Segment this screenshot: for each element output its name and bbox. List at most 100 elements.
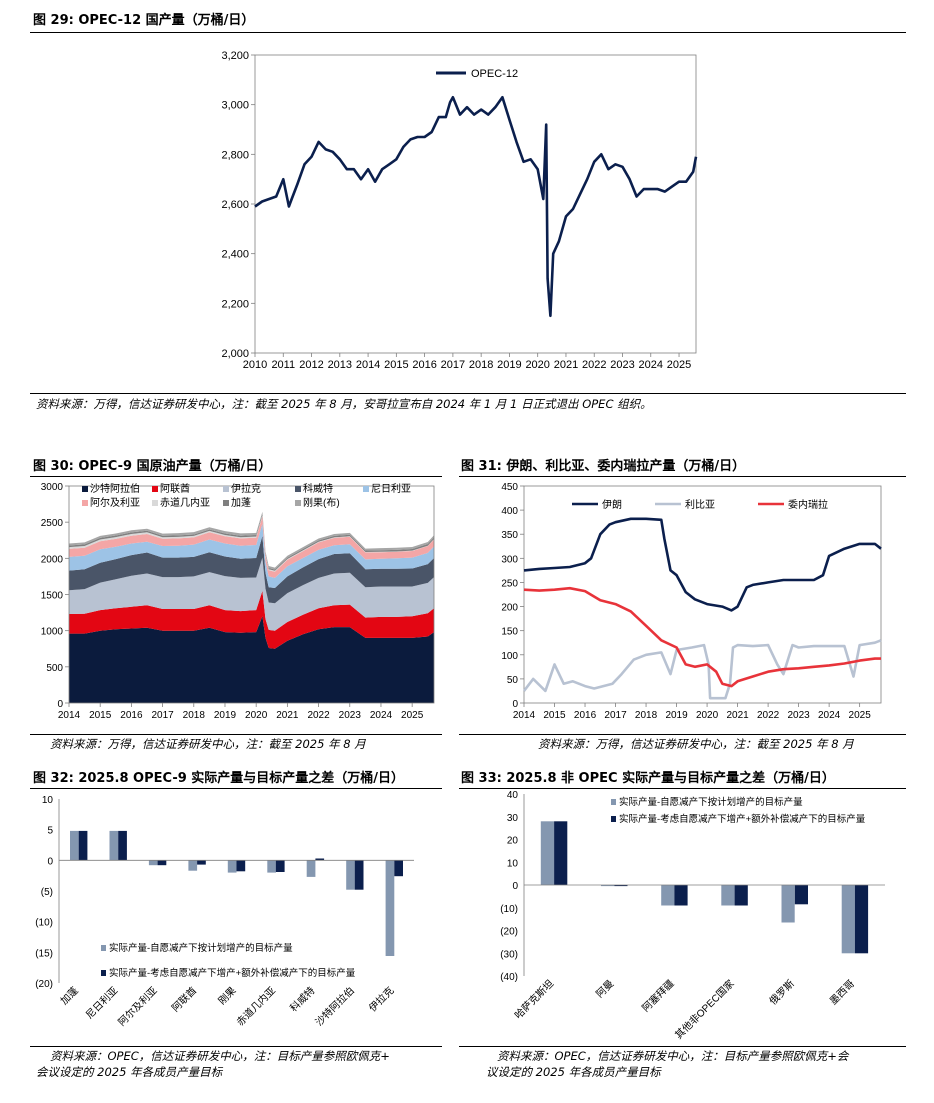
x-tick-label: 2020: [696, 710, 719, 721]
x-category-label: 沙特阿拉伯: [312, 984, 357, 1029]
bar-俄罗斯-series1: [781, 885, 795, 923]
bar-哈萨克斯坦-series2: [554, 821, 568, 885]
x-tick-label: 2012: [299, 359, 323, 371]
y-tick-label: (10): [500, 904, 518, 915]
bar-阿曼-series2: [614, 885, 628, 887]
y-tick-label: 250: [501, 578, 518, 589]
fig32-title-rule: [30, 788, 442, 789]
series-line-利比亚: [522, 639, 882, 700]
y-tick-label: 5: [47, 826, 53, 837]
legend-label: 实际产量-考虑自愿减产下增产+额外补偿减产下的目标产量: [109, 967, 356, 979]
fig33-chart: (40) (30) (20) (10) 0 10 20 30 40 哈萨克斯坦 阿曼 阿塞拜疆其他非O…: [500, 790, 885, 1042]
x-category-label: 科威特: [287, 984, 317, 1014]
bar-俄罗斯-series2: [794, 885, 808, 905]
y-tick-label: 20: [507, 836, 519, 847]
bar-阿尔及利亚-series1: [148, 860, 158, 866]
y-tick-label: 0: [512, 881, 518, 892]
y-tick-label: 2,800: [221, 149, 249, 161]
bar-阿塞拜疆-series1: [661, 885, 675, 906]
y-tick-label: 0: [512, 699, 518, 710]
x-category-label: 俄罗斯: [766, 977, 796, 1007]
area-series-科威特: [69, 535, 434, 604]
fig30-source-rule: [30, 734, 442, 735]
bar-其他非OPEC国家-series1: [721, 885, 735, 906]
x-tick-label: 2015: [89, 710, 112, 721]
x-tick-label: 2020: [245, 710, 268, 721]
fig33-source-line2: 议设定的 2025 年各成员产量目标: [486, 1065, 661, 1079]
legend-label-opec-12: OPEC-12: [471, 68, 518, 80]
y-tick-label: 3,000: [221, 100, 249, 112]
bar-尼日利亚-series2: [118, 830, 127, 861]
x-tick-label: 2021: [726, 710, 749, 721]
legend-swatch: [82, 500, 88, 506]
y-tick-label: 150: [501, 627, 518, 638]
bar-其他非OPEC国家-series2: [734, 885, 748, 906]
bar-墨西哥-series1: [841, 885, 855, 954]
x-category-label: 伊拉克: [366, 984, 396, 1014]
fig29-title: 图 29: OPEC-12 国产量（万桶/日）: [33, 13, 255, 28]
bar-科威特-series1: [306, 860, 316, 877]
legend-swatch: [152, 486, 158, 492]
bar-赤道几内亚-series2: [275, 860, 285, 872]
fig33-title-rule: [459, 788, 906, 789]
legend-swatch: [363, 486, 369, 492]
y-tick-label: 350: [501, 530, 518, 541]
x-tick-label: 2025: [849, 710, 872, 721]
x-tick-label: 2016: [412, 359, 436, 371]
plot-area-border: [523, 485, 882, 704]
y-tick-label: (15): [35, 948, 53, 959]
legend-label: 实际产量-考虑自愿减产下增产+额外补偿减产下的目标产量: [619, 813, 866, 825]
legend-swatch: [223, 486, 229, 492]
plot-area-border: [254, 54, 697, 354]
fig29-title-rule: [30, 32, 906, 33]
bar-沙特阿拉伯-series2: [354, 860, 364, 890]
fig32-source-rule: [30, 1046, 442, 1047]
y-tick-label: 450: [501, 482, 518, 493]
x-category-label: 其他非OPEC国家: [672, 977, 737, 1042]
y-tick-label: 3000: [41, 482, 64, 493]
x-category-label: 赤道几内亚: [234, 984, 279, 1029]
legend-label: 赤道几内亚: [160, 496, 210, 509]
legend-label: 尼日利亚: [371, 483, 411, 495]
y-tick-label: 300: [501, 554, 518, 565]
x-tick-label: 2014: [356, 359, 380, 371]
y-tick-label: 400: [501, 506, 518, 517]
y-tick-label: 1000: [41, 627, 64, 638]
x-tick-label: 2015: [384, 359, 408, 371]
bar-尼日利亚-series1: [109, 830, 119, 861]
x-tick-label: 2024: [370, 710, 393, 721]
fig33-title: 图 33: 2025.8 非 OPEC 实际产量与目标产量之差（万桶/日）: [461, 771, 835, 786]
y-tick-label: (10): [35, 918, 53, 929]
y-tick-label: 2500: [41, 518, 64, 529]
x-tick-label: 2014: [513, 710, 536, 721]
x-tick-label: 2021: [276, 710, 299, 721]
x-category-label: 尼日利亚: [84, 985, 121, 1022]
y-tick-label: (20): [35, 979, 53, 990]
y-tick-label: 2,000: [221, 348, 249, 360]
y-tick-label: 2,200: [221, 298, 249, 310]
bar-阿尔及利亚-series2: [157, 860, 167, 866]
legend-label-委内瑞拉: 委内瑞拉: [788, 498, 828, 511]
y-tick-label: 200: [501, 603, 518, 614]
x-tick-label: 2019: [665, 710, 688, 721]
y-tick-label: 100: [501, 651, 518, 662]
bar-赤道几内亚-series1: [267, 860, 276, 873]
y-tick-label: 2,600: [221, 199, 249, 211]
fig29-source: 资料来源：万得，信达证券研发中心，注：截至 2025 年 8 月，安哥拉宣布自 …: [36, 397, 652, 411]
x-tick-label: 2015: [543, 710, 566, 721]
fig32-title: 图 32: 2025.8 OPEC-9 实际产量与目标产量之差（万桶/日）: [33, 771, 405, 786]
bar-加蓬-series1: [70, 830, 79, 861]
x-tick-label: 2022: [582, 359, 606, 371]
area-series-尼日利亚: [69, 523, 434, 588]
x-tick-label: 2016: [120, 710, 143, 721]
bar-沙特阿拉伯-series1: [346, 860, 355, 890]
area-series-沙特阿拉伯: [69, 616, 434, 703]
bar-阿联酋-series2: [197, 860, 206, 865]
fig31-source-rule: [459, 734, 906, 735]
x-tick-label: 2020: [525, 359, 549, 371]
legend-label: 刚果(布): [303, 497, 340, 509]
x-tick-label: 2024: [639, 359, 663, 371]
y-tick-label: 10: [507, 858, 519, 869]
y-tick-label: 10: [42, 795, 54, 806]
bar-伊拉克-series2: [394, 860, 403, 877]
